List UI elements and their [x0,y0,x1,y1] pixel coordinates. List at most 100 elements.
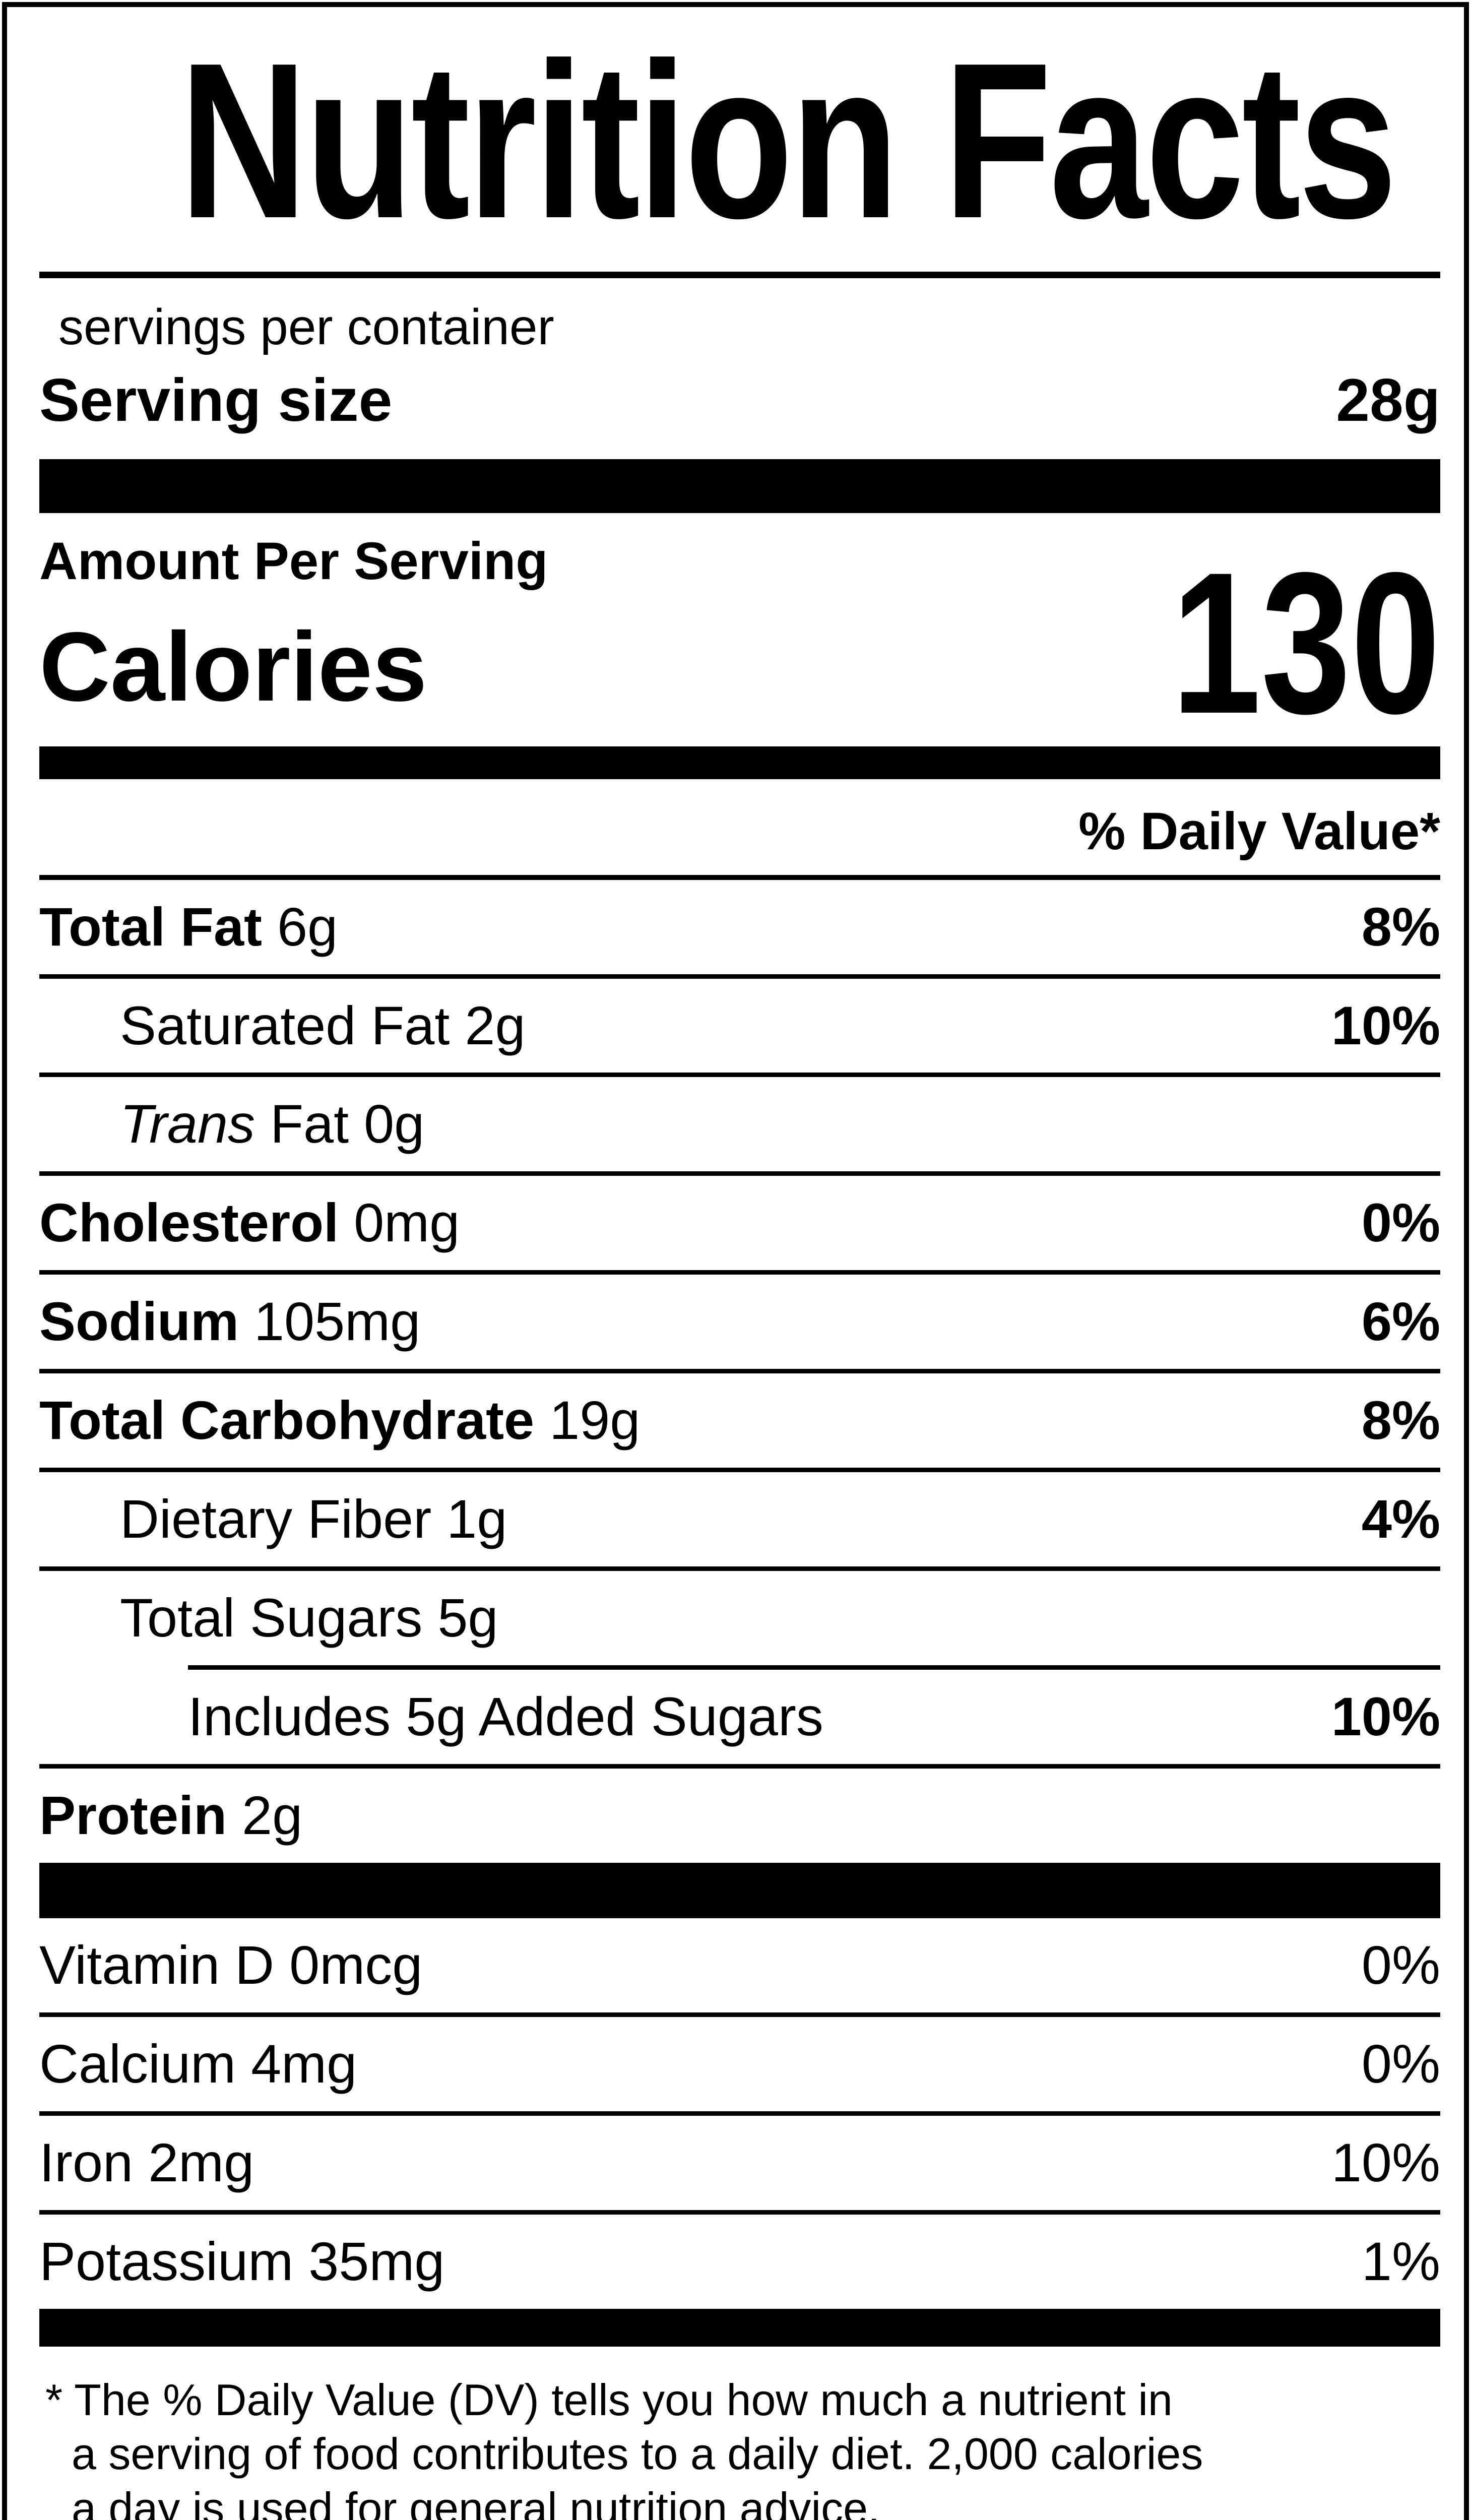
nutrient-amount: 105mg [238,1291,421,1352]
nutrient-name-and-amount: Vitamin D 0mcg [39,1934,423,1996]
daily-value-footnote: * The % Daily Value (DV) tells you how m… [39,2347,1440,2520]
nutrient-row: Total Fat 6g 8% [39,880,1440,974]
nutrient-name: Total Fat [39,896,262,957]
row-divider-rule [39,1764,1440,1769]
thin-divider-bar-calories [39,746,1440,780]
daily-value-percent: 10% [1331,1686,1440,1747]
daily-value-header: % Daily Value* [1078,802,1440,861]
nutrient-amount: 0mcg [274,1934,423,1996]
nutrient-amount: 2mg [133,2131,254,2193]
nutrient-row: Potassium 35mg 1% [39,2215,1440,2309]
footnote-line: * The % Daily Value (DV) tells you how m… [45,2374,1173,2425]
nutrient-amount: 6g [262,896,338,957]
nutrient-name-and-amount: Calcium 4mg [39,2033,357,2095]
nutrient-row: Includes 5g Added Sugars 10% [39,1670,1440,1764]
nutrient-row: Saturated Fat 2g 10% [39,979,1440,1073]
daily-value-percent: 8% [1361,896,1440,957]
serving-size-value: 28g [1336,366,1440,434]
nutrient-name-and-amount: Protein 2g [39,1785,302,1846]
nutrient-name-and-amount: Trans Fat 0g [120,1093,425,1155]
row-divider-rule [39,1270,1440,1275]
nutrient-name: Potassium [39,2230,294,2292]
daily-value-percent: 4% [1361,1488,1440,1550]
nutrient-row: Calcium 4mg 0% [39,2017,1440,2111]
nutrient-name: Calcium [39,2033,236,2095]
amount-per-serving-label: Amount Per Serving [39,531,548,591]
nutrient-row: Cholesterol 0mg 0% [39,1176,1440,1270]
nutrient-row: Iron 2mg 10% [39,2116,1440,2210]
nutrient-name-and-amount: Cholesterol 0mg [39,1192,460,1253]
daily-value-percent: 8% [1361,1390,1440,1451]
daily-value-percent: 0% [1361,1192,1440,1253]
nutrient-name: Includes 5g Added Sugars [188,1686,823,1747]
nutrient-name: Total Sugars [120,1587,423,1649]
daily-value-percent: 0% [1361,2033,1440,2095]
vitamin-rows-section: Vitamin D 0mcg 0% Calcium 4mg 0% Iron 2mg 10%… [39,1918,1440,2309]
nutrient-name-and-amount: Saturated Fat 2g [120,995,526,1056]
nutrient-name: Saturated Fat [120,994,450,1056]
daily-value-percent: 0% [1361,1934,1440,1996]
row-divider-rule [39,1171,1440,1176]
nutrient-row: Protein 2g [39,1769,1440,1863]
daily-value-divider-rule [39,874,1440,880]
thick-divider-bar-protein [39,1863,1440,1919]
nutrient-amount: 35mg [293,2230,445,2292]
row-divider-rule [39,1566,1440,1571]
nutrient-row: Dietary Fiber 1g 4% [39,1472,1440,1566]
nutrient-amount: Fat 0g [255,1093,425,1155]
nutrient-amount: 2g [450,994,526,1056]
nutrient-row: Vitamin D 0mcg 0% [39,1918,1440,2012]
nutrient-row: Total Sugars 5g [39,1571,1440,1665]
nutrient-name: Total Carbohydrate [39,1390,535,1451]
calories-block: Amount Per Serving Calories 130 [39,513,1440,746]
row-divider-rule [39,974,1440,979]
daily-value-percent: 1% [1361,2230,1440,2292]
calories-left-column: Amount Per Serving Calories [39,532,548,719]
servings-per-container-text: servings per container [58,298,554,355]
nutrient-name-and-amount: Total Sugars 5g [120,1587,498,1649]
nutrient-name-and-amount: Iron 2mg [39,2132,254,2193]
nutrient-row: Sodium 105mg 6% [39,1275,1440,1369]
serving-size-row: Serving size 28g [39,365,1440,459]
nutrient-name: Trans [120,1093,255,1155]
row-divider-rule [39,1369,1440,1374]
label-title: Nutrition Facts [179,17,1397,265]
daily-value-percent: 10% [1331,2131,1440,2193]
nutrient-name-and-amount: Total Carbohydrate 19g [39,1390,640,1451]
calories-value: 130 [1171,530,1440,756]
nutrient-amount: 2g [227,1785,303,1846]
thick-divider-bar-footnote [39,2308,1440,2347]
title-divider-rule [39,271,1440,278]
nutrient-name-and-amount: Total Fat 6g [39,896,338,958]
calories-label: Calories [39,612,427,722]
nutrient-amount: 4mg [236,2033,357,2095]
row-divider-rule [39,1468,1440,1473]
row-divider-rule [39,2111,1440,2116]
daily-value-percent: 10% [1331,994,1440,1056]
nutrient-name: Protein [39,1785,227,1846]
nutrient-name-and-amount: Dietary Fiber 1g [120,1488,507,1550]
nutrient-row: Trans Fat 0g [39,1077,1440,1171]
footnote-line: a serving of food contributes to a daily… [72,2429,1203,2479]
nutrient-name: Iron [39,2131,134,2193]
nutrient-name: Vitamin D [39,1934,275,1996]
nutrient-row: Total Carbohydrate 19g 8% [39,1373,1440,1468]
footnote-line: a day is used for general nutrition advi… [72,2483,880,2520]
nutrient-amount: 19g [534,1390,641,1451]
nutrient-amount: 1g [431,1488,507,1550]
thick-divider-bar-top [39,459,1440,513]
nutrient-name-and-amount: Includes 5g Added Sugars [188,1686,823,1747]
nutrient-name: Cholesterol [39,1192,339,1253]
nutrient-amount: 0mg [339,1192,460,1253]
nutrient-name-and-amount: Potassium 35mg [39,2231,444,2292]
serving-size-label: Serving size [39,366,393,434]
nutrient-name-and-amount: Sodium 105mg [39,1291,420,1352]
daily-value-percent: 6% [1361,1291,1440,1352]
nutrient-name: Dietary Fiber [120,1488,432,1550]
row-divider-rule [188,1665,1440,1670]
row-divider-rule [39,2012,1440,2018]
row-divider-rule [39,2210,1440,2215]
nutrient-amount: 5g [422,1587,498,1649]
row-divider-rule [39,1073,1440,1078]
